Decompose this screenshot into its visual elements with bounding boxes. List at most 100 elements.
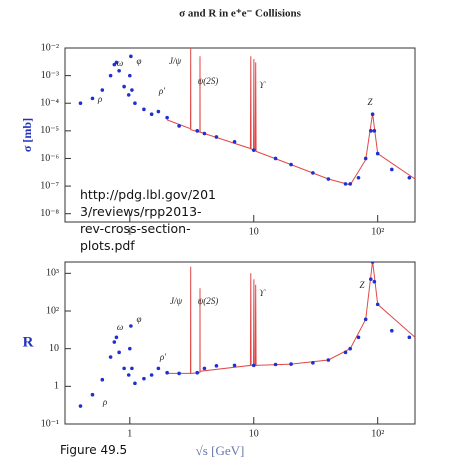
data-point (149, 112, 154, 117)
data-point (90, 392, 95, 397)
resonance-label: φ (137, 56, 142, 66)
data-point (78, 101, 83, 106)
y-tick-label: 10⁻³ (41, 70, 59, 81)
plot-frame (64, 47, 416, 223)
data-point (343, 350, 348, 355)
data-point (142, 107, 146, 112)
data-point (130, 88, 134, 92)
data-point (130, 366, 134, 371)
data-point (372, 279, 377, 284)
url-note: http://pdg.lbl.gov/201 3/reviews/rpp2013… (80, 186, 216, 254)
chart-title: σ and R in e⁺e⁻ Collisions (179, 8, 302, 20)
data-point (78, 404, 83, 408)
y-tick-label: 10² (46, 305, 59, 316)
x-axis-label: √s [GeV] (196, 443, 245, 458)
data-point (232, 363, 237, 368)
y-axis-label: R (23, 334, 34, 350)
data-point (114, 60, 119, 65)
caption: Figure 49.5 (60, 443, 128, 457)
data-point (326, 177, 331, 181)
data-point (90, 96, 95, 101)
data-point (149, 373, 154, 377)
resonance-label: ϒ (259, 80, 266, 90)
data-point (195, 129, 200, 133)
plot-frame (64, 261, 416, 425)
resonance-label: ψ(2S) (198, 296, 219, 306)
data-point (375, 151, 380, 156)
resonance-label: J/ψ (169, 56, 181, 66)
data-point (273, 156, 278, 161)
plot-area (78, 262, 415, 408)
data-point (369, 129, 373, 133)
data-point (129, 324, 133, 328)
data-point (390, 328, 394, 333)
note-line: plots.pdf (80, 238, 135, 253)
data-point (202, 131, 207, 136)
data-point (126, 373, 131, 377)
x-tick-label: 10 (249, 428, 259, 439)
note-line: http://pdg.lbl.gov/201 (80, 187, 216, 202)
data-point (311, 171, 315, 175)
resonance-label: ϒ (259, 288, 266, 298)
data-point (117, 350, 121, 355)
data-point (289, 162, 293, 167)
y-tick-label: 10⁻⁵ (40, 125, 59, 136)
data-point (165, 115, 169, 120)
data-point (177, 371, 181, 376)
data-point (251, 148, 256, 152)
y-tick-label: 10⁻⁸ (40, 208, 59, 219)
data-point (214, 364, 219, 368)
data-point (348, 346, 352, 351)
data-point (363, 156, 368, 161)
resonance-label: Z (367, 97, 373, 107)
note-line: rev-cross-section- (80, 221, 191, 236)
y-tick-label: 10⁻⁶ (40, 153, 59, 164)
data-point (407, 335, 412, 340)
data-point (100, 88, 105, 92)
data-point (356, 175, 361, 180)
data-point (126, 93, 131, 97)
data-point (122, 366, 126, 371)
y-tick-label: 1 (54, 381, 59, 392)
y-tick-label: 10 (49, 343, 59, 354)
data-point (117, 68, 121, 73)
data-point (407, 175, 412, 180)
data-point (122, 84, 126, 89)
resonance-label: J/ψ (170, 296, 182, 306)
resonance-label: ρ′ (158, 86, 166, 96)
note-line: 3/reviews/rpp2013- (80, 204, 202, 219)
data-point (363, 317, 368, 322)
data-point (289, 362, 293, 366)
resonance-label: ρ′ (159, 352, 167, 362)
data-point (390, 167, 394, 172)
y-tick-label: 10⁻⁷ (40, 180, 59, 191)
data-point (128, 346, 132, 351)
data-point (128, 73, 132, 78)
data-point (108, 355, 113, 359)
data-point (348, 182, 352, 186)
data-point (232, 140, 237, 144)
plot-area (78, 48, 415, 186)
data-point (273, 362, 278, 367)
resonance-label: ρ (102, 397, 108, 407)
data-point (100, 377, 105, 382)
data-point (372, 129, 377, 133)
data-point (214, 135, 219, 139)
data-point (112, 340, 117, 344)
resonance-label: ω (117, 58, 123, 68)
data-point (375, 302, 380, 307)
data-point (108, 73, 113, 78)
x-tick-label: 10² (371, 428, 384, 439)
x-tick-label: 1 (127, 226, 132, 237)
data-point (114, 335, 119, 340)
resonance-label: Z (359, 280, 365, 290)
data-point (156, 366, 161, 371)
data-point (165, 370, 169, 375)
x-tick-label: 1 (127, 428, 132, 439)
data-point (129, 54, 133, 59)
data-point (133, 381, 137, 386)
data-point (343, 182, 348, 186)
resonance-label: φ (137, 314, 142, 324)
